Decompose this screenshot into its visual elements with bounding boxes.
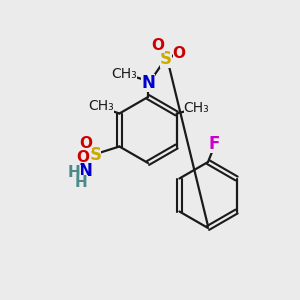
Text: O: O: [76, 150, 89, 165]
Text: CH₃: CH₃: [88, 98, 114, 112]
Text: O: O: [79, 136, 92, 151]
Text: O: O: [152, 38, 164, 52]
Text: S: S: [160, 50, 172, 68]
Text: H: H: [68, 165, 81, 180]
Text: S: S: [89, 146, 101, 164]
Text: CH₃: CH₃: [184, 100, 209, 115]
Text: F: F: [208, 135, 220, 153]
Text: H: H: [75, 175, 88, 190]
Text: O: O: [172, 46, 185, 62]
Text: N: N: [141, 74, 155, 92]
Text: N: N: [79, 161, 92, 179]
Text: CH₃: CH₃: [111, 67, 137, 81]
